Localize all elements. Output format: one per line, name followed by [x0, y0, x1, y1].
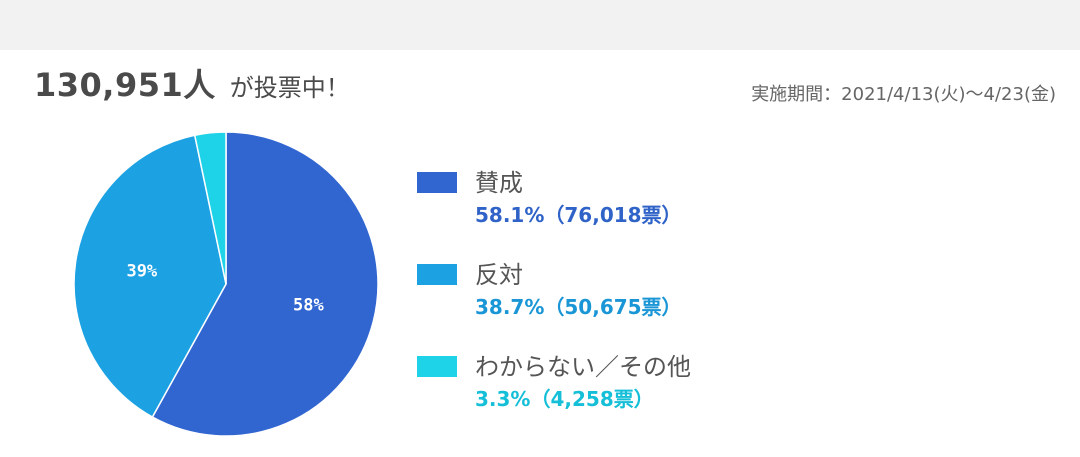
legend-swatch: [417, 356, 457, 377]
legend-label: わからない／その他: [475, 353, 691, 381]
legend-swatch: [417, 264, 457, 285]
legend-value: 58.1%（76,018票）: [475, 203, 682, 227]
voting-period: 実施期間：2021/4/13(火)～4/23(金): [751, 84, 1056, 105]
pie-data-label: 58%: [293, 295, 324, 315]
pie-data-label: 39%: [126, 261, 157, 281]
top-banner: [0, 0, 1080, 50]
voter-count: 130,951人: [34, 66, 216, 104]
legend-label: 反対: [475, 261, 523, 289]
legend-value: 38.7%（50,675票）: [475, 295, 682, 319]
pie-chart: 58% 39%: [72, 130, 380, 438]
pie-slice-disagree: [73, 134, 227, 419]
legend-label: 賛成: [475, 169, 523, 197]
vote-headline: 130,951人 が投票中！: [34, 60, 350, 106]
pie-slice-other: [193, 131, 227, 285]
legend-swatch: [417, 172, 457, 193]
pie-slice-agree: [151, 131, 379, 437]
pie-svg: 58% 39%: [73, 131, 379, 437]
legend-value: 3.3%（4,258票）: [475, 387, 654, 411]
voting-status-text: が投票中！: [229, 74, 350, 102]
